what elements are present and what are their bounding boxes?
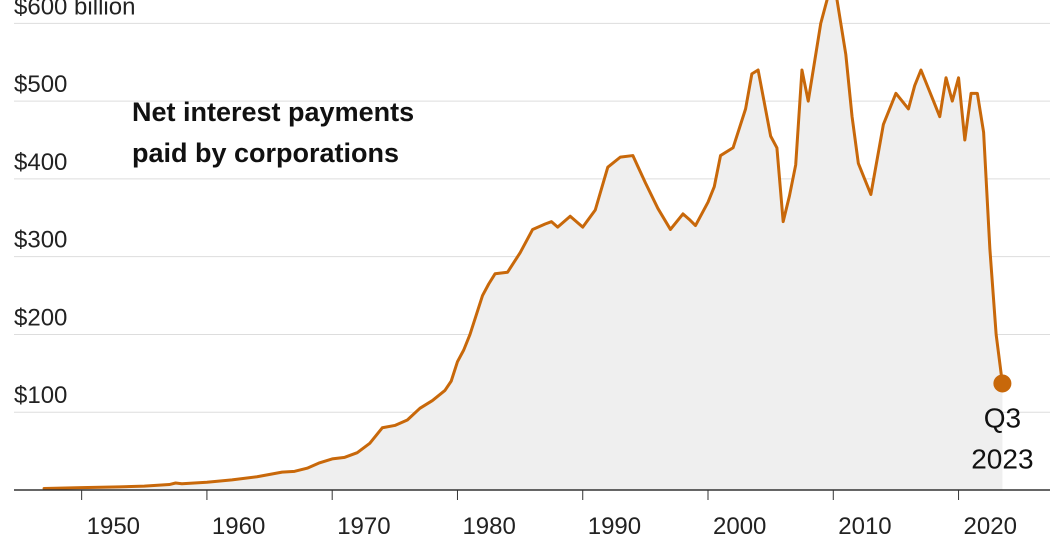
- area-fill: [44, 0, 1003, 490]
- chart-title-line-2: paid by corporations: [132, 138, 399, 168]
- y-tick-labels: $100 $200 $300 $400 $500 $600 billion: [14, 0, 135, 409]
- y-tick-label: $600 billion: [14, 0, 135, 20]
- series-line-layer: [42, 0, 1004, 490]
- x-tick-labels: 1950 1960 1970 1980 1990 2000 2010 2020: [87, 513, 1017, 540]
- x-tick-label: 1950: [87, 513, 140, 540]
- y-tick-label: $400: [14, 149, 67, 176]
- y-tick-label: $200: [14, 304, 67, 331]
- x-tick-label: 1970: [337, 513, 390, 540]
- endpoint-marker: [993, 374, 1012, 393]
- y-tick-label: $500: [14, 71, 67, 98]
- x-tick-label: 2020: [964, 513, 1017, 540]
- y-tick-label: $100: [14, 382, 67, 409]
- x-tick-label: 1960: [212, 513, 265, 540]
- x-tick-label: 2010: [838, 513, 891, 540]
- x-axis: [14, 489, 1050, 500]
- x-tick-label: 1990: [588, 513, 641, 540]
- series-area: [44, 0, 1003, 490]
- chart-title-line-1: Net interest payments: [132, 97, 414, 127]
- endpoint-label-quarter: Q3: [984, 402, 1021, 433]
- x-tick-label: 1980: [462, 513, 515, 540]
- x-tick-label: 2000: [713, 513, 766, 540]
- series-line: [42, 0, 1004, 490]
- y-tick-label: $300: [14, 227, 67, 254]
- endpoint-label-year: 2023: [971, 443, 1033, 474]
